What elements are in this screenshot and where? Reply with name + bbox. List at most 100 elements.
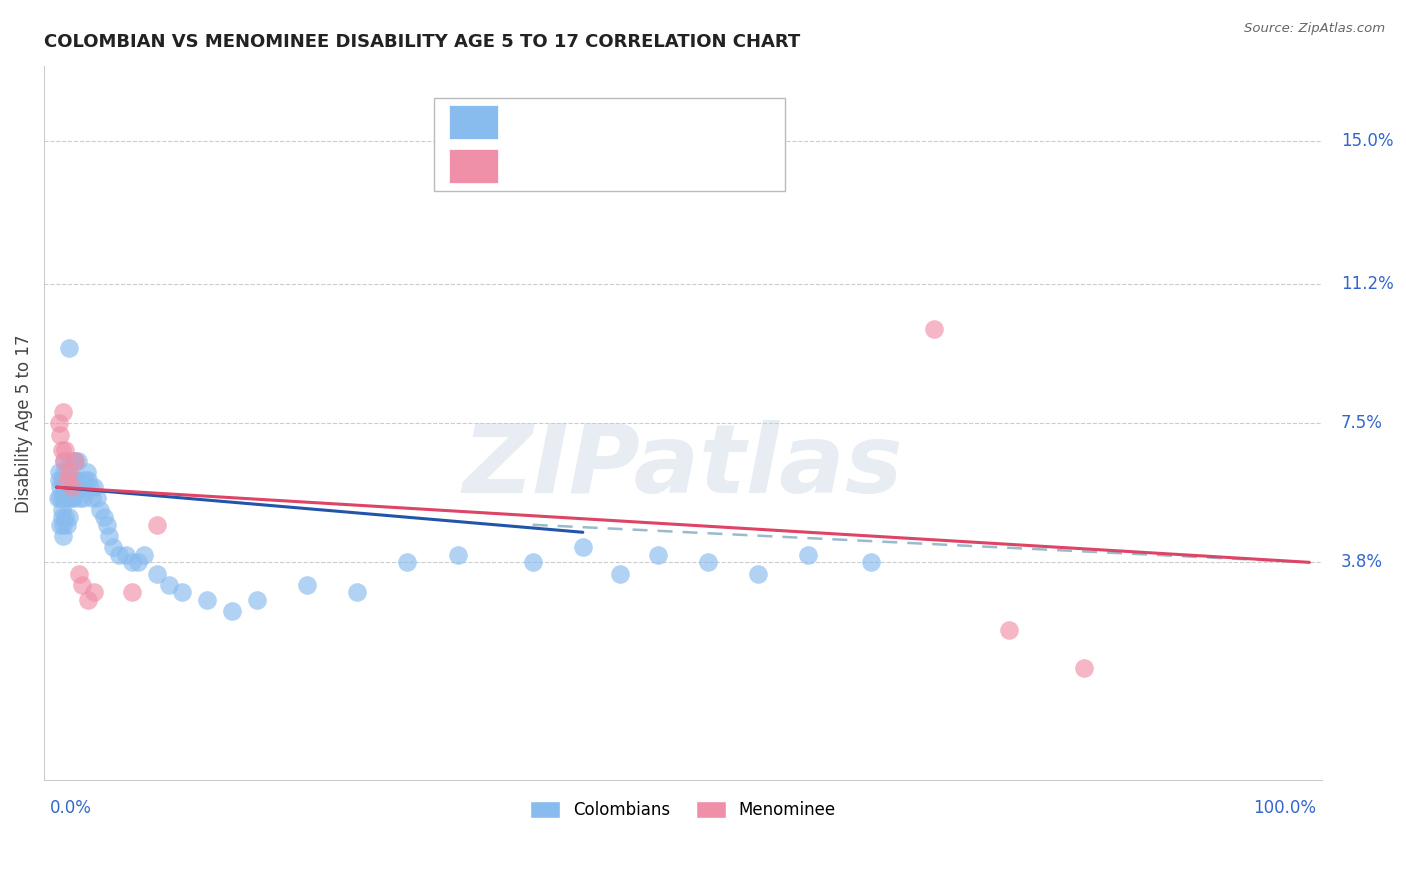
- Point: [859, 555, 882, 569]
- Point: [572, 541, 595, 555]
- Point: [65, 454, 87, 468]
- Point: [67, 566, 90, 581]
- Point: [51, 502, 73, 516]
- Point: [93, 510, 115, 524]
- Point: [146, 566, 169, 581]
- FancyBboxPatch shape: [434, 98, 785, 191]
- Point: [49, 480, 72, 494]
- Point: [52, 529, 75, 543]
- Point: [446, 548, 468, 562]
- Point: [76, 465, 98, 479]
- Point: [73, 473, 96, 487]
- Point: [69, 480, 91, 494]
- Point: [67, 491, 90, 506]
- Point: [49, 517, 72, 532]
- Text: R = -0.212    N = 19: R = -0.212 N = 19: [510, 157, 693, 175]
- Point: [52, 491, 75, 506]
- Point: [70, 578, 93, 592]
- Point: [98, 529, 121, 543]
- Point: [55, 491, 77, 506]
- Point: [114, 548, 136, 562]
- Point: [697, 555, 720, 569]
- Point: [55, 442, 77, 457]
- Text: 11.2%: 11.2%: [1341, 276, 1393, 293]
- Point: [65, 473, 87, 487]
- Point: [46, 491, 69, 506]
- Point: [51, 473, 73, 487]
- Point: [58, 465, 80, 479]
- Point: [80, 491, 103, 506]
- Point: [60, 480, 83, 494]
- Point: [346, 585, 368, 599]
- Point: [997, 623, 1019, 637]
- Point: [59, 454, 82, 468]
- Text: COLOMBIAN VS MENOMINEE DISABILITY AGE 5 TO 17 CORRELATION CHART: COLOMBIAN VS MENOMINEE DISABILITY AGE 5 …: [44, 33, 800, 51]
- Point: [48, 465, 70, 479]
- Point: [75, 480, 97, 494]
- Point: [56, 465, 79, 479]
- Point: [55, 480, 77, 494]
- Point: [63, 454, 86, 468]
- Point: [58, 510, 80, 524]
- Text: 7.5%: 7.5%: [1341, 414, 1384, 433]
- Point: [72, 491, 94, 506]
- Text: R = -0.078    N = 74: R = -0.078 N = 74: [510, 113, 693, 131]
- Point: [55, 473, 77, 487]
- Point: [86, 491, 108, 506]
- Point: [170, 585, 193, 599]
- Point: [246, 593, 269, 607]
- Point: [55, 517, 77, 532]
- FancyBboxPatch shape: [449, 149, 498, 184]
- Point: [60, 473, 83, 487]
- Point: [55, 473, 77, 487]
- Point: [89, 502, 111, 516]
- Point: [65, 454, 87, 468]
- Point: [51, 510, 73, 524]
- Point: [922, 322, 945, 336]
- Point: [396, 555, 419, 569]
- Point: [146, 517, 169, 532]
- Text: 100.0%: 100.0%: [1253, 799, 1316, 817]
- Point: [66, 473, 89, 487]
- Point: [1073, 660, 1095, 674]
- Y-axis label: Disability Age 5 to 17: Disability Age 5 to 17: [15, 334, 32, 513]
- Point: [121, 585, 143, 599]
- Point: [62, 491, 84, 506]
- Point: [134, 548, 156, 562]
- Text: ZIPatlas: ZIPatlas: [463, 419, 903, 513]
- Point: [52, 405, 75, 419]
- Point: [79, 480, 101, 494]
- Point: [647, 548, 669, 562]
- Point: [747, 566, 769, 581]
- Point: [53, 480, 76, 494]
- Point: [83, 480, 105, 494]
- Text: 3.8%: 3.8%: [1341, 553, 1384, 572]
- Point: [77, 593, 100, 607]
- Point: [58, 341, 80, 355]
- Point: [195, 593, 218, 607]
- Point: [83, 585, 105, 599]
- Point: [797, 548, 820, 562]
- Point: [66, 454, 89, 468]
- Text: 0.0%: 0.0%: [51, 799, 93, 817]
- Point: [60, 491, 83, 506]
- Point: [221, 604, 243, 618]
- Point: [96, 517, 118, 532]
- Point: [77, 473, 100, 487]
- Text: Source: ZipAtlas.com: Source: ZipAtlas.com: [1244, 22, 1385, 36]
- Point: [53, 454, 76, 468]
- Point: [53, 465, 76, 479]
- FancyBboxPatch shape: [449, 105, 498, 139]
- Text: 15.0%: 15.0%: [1341, 132, 1393, 151]
- Point: [49, 491, 72, 506]
- Point: [609, 566, 631, 581]
- Point: [70, 480, 93, 494]
- Point: [49, 427, 72, 442]
- Legend: Colombians, Menominee: Colombians, Menominee: [523, 794, 842, 825]
- Point: [127, 555, 149, 569]
- Point: [157, 578, 180, 592]
- Point: [52, 517, 75, 532]
- Point: [295, 578, 318, 592]
- Point: [56, 491, 79, 506]
- Point: [53, 454, 76, 468]
